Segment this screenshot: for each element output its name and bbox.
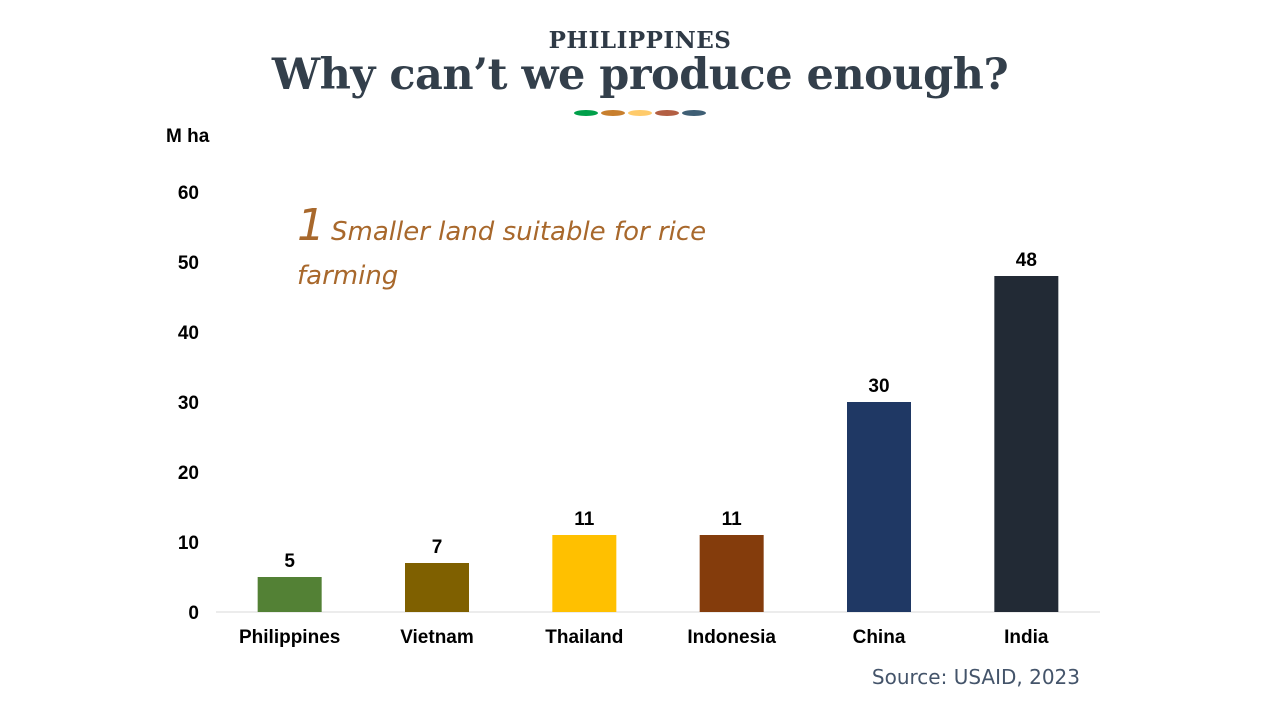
bar-china: [847, 402, 911, 612]
annotation-callout: 1 Smaller land suitable for rice farming: [297, 204, 757, 298]
annotation-number: 1: [297, 200, 325, 251]
page-supertitle: PHILIPPINES: [548, 27, 732, 54]
y-tick-label: 40: [178, 323, 199, 344]
decorative-dot: [655, 110, 679, 116]
x-category-label: Indonesia: [687, 627, 776, 648]
y-tick-label: 60: [178, 183, 199, 204]
source-note: Source: USAID, 2023: [871, 665, 1080, 689]
decorative-dot: [574, 110, 598, 116]
y-axis-unit-label: M ha: [166, 126, 210, 147]
decorative-dot: [628, 110, 652, 116]
bar-vietnam: [405, 563, 469, 612]
y-tick-label: 50: [178, 253, 199, 274]
decorative-dot: [682, 110, 706, 116]
bar-value-label: 30: [868, 376, 889, 397]
y-tick-label: 20: [178, 463, 199, 484]
x-category-label: Philippines: [239, 627, 340, 648]
bar-group: 5 Philippines 7 Vietnam 11 Thailand 11 Indonesi…: [239, 250, 1059, 648]
y-tick-label: 10: [178, 533, 199, 554]
bar-indonesia: [699, 535, 764, 612]
decorative-dot: [601, 110, 625, 116]
x-category-label: China: [853, 627, 906, 648]
y-tick-label: 30: [178, 393, 199, 414]
x-category-label: Thailand: [545, 627, 623, 648]
annotation-text: Smaller land suitable for rice farming: [297, 217, 707, 291]
page-title: Why can’t we produce enough?: [271, 50, 1009, 100]
bar-value-label: 7: [432, 537, 443, 558]
bar-india: [994, 276, 1059, 612]
bar-value-label: 11: [722, 509, 743, 530]
bar-value-label: 11: [574, 509, 595, 530]
bar-value-label: 48: [1016, 250, 1037, 271]
bar-thailand: [552, 535, 617, 612]
bar-value-label: 5: [284, 551, 295, 572]
x-category-label: India: [1004, 627, 1049, 648]
y-axis-ticks: 0 10 20 30 40 50 60: [178, 183, 199, 624]
y-tick-label: 0: [188, 603, 199, 624]
bar-philippines: [257, 577, 322, 612]
x-category-label: Vietnam: [400, 627, 474, 648]
